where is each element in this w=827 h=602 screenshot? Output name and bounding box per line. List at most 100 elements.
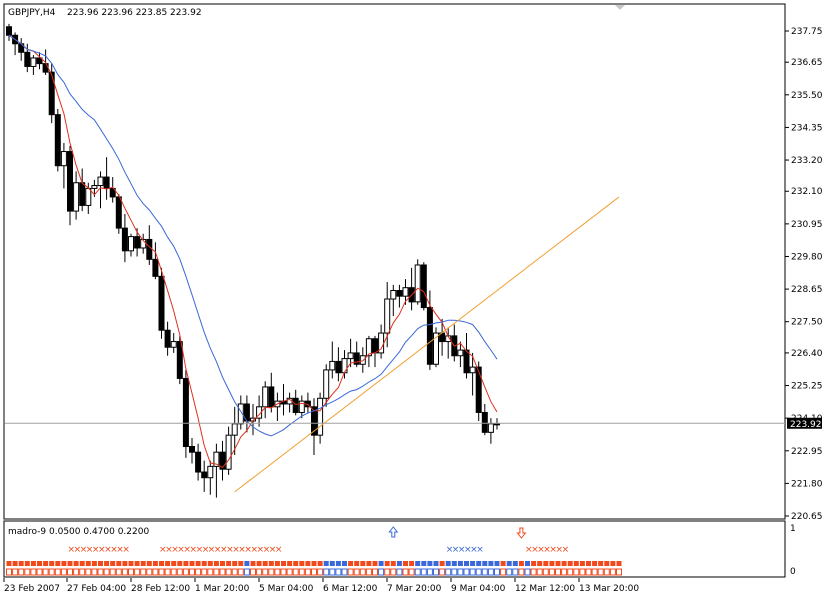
chart-shift-marker[interactable] [615,5,625,10]
indicator-signal-mark: × [470,545,478,555]
price-tick-label: 232.10 [791,187,823,197]
indicator-state-square [207,568,214,576]
indicator-signal-mark: × [269,545,277,555]
indicator-label: madro-9 0.0500 0.4700 0.2200 [8,527,149,537]
candle-body [189,446,195,453]
indicator-state-square [403,561,408,566]
indicator-state-square [506,568,513,576]
arrow-shape [516,527,527,539]
indicator-state-square [110,561,116,566]
indicator-state-square [225,568,232,576]
indicator-state-square [115,568,122,576]
time-tick-label: 7 Mar 20:00 [387,584,442,594]
indicator-state-square [116,561,122,566]
indicator-state-square [482,561,488,566]
candle-body [494,423,500,426]
indicator-state-square [427,561,433,566]
candle-body [323,369,330,399]
slow-moving-average-line [8,34,498,437]
candle-body [372,338,378,354]
indicator-state-square [353,568,360,576]
candle-body [207,465,214,479]
candle-body [158,275,165,331]
indicator-state-square [207,561,213,566]
price-axis: 237.75 236.65 235.50 234.35 233.20 232.10 230.… [785,27,823,522]
candle-body [146,238,153,260]
indicator-state-square [109,568,116,576]
time-tick-label: 9 Mar 04:00 [451,584,506,594]
indicator-state-square [335,561,341,566]
candle-body [79,182,86,206]
candle-body [195,451,202,473]
indicator-state-square [494,568,500,576]
indicator-state-square [226,561,232,566]
indicator-state-square [445,568,452,576]
indicator-state-square [12,568,19,576]
candle-body [292,397,299,413]
indicator-signal-mark: × [238,545,246,555]
indicator-signal-mark: × [531,545,539,555]
indicator-state-square [42,568,49,576]
time-tick-label: 23 Feb 2007 [4,584,60,594]
indicator-state-square [18,568,25,576]
indicator-signal-mark: × [464,545,472,555]
indicator-state-square [24,561,30,566]
indicator-state-square [61,561,67,566]
time-tick-label: 13 Mar 20:00 [579,584,639,594]
indicator-state-square [396,568,403,576]
indicator-state-square [122,561,128,566]
candle-body [311,406,317,436]
price-tick-label: 226.40 [791,349,823,359]
indicator-state-square [146,561,152,566]
indicator-signal-mark: × [476,545,484,555]
indicator-state-square [616,561,622,566]
indicator-signal-mark: × [165,545,173,555]
indicator-state-square [439,561,445,566]
indicator-signal-mark: × [86,545,94,555]
indicator-state-square [182,568,189,576]
indicator-state-square [573,568,580,576]
candle-body [152,258,159,277]
indicator-state-square [476,561,482,566]
indicator-state-square [164,568,171,576]
candle-body [268,386,275,408]
indicator-signal-mark: × [171,545,179,555]
indicator-state-square [201,561,207,566]
indicator-state-square [250,568,256,576]
indicator-state-square [195,561,201,566]
indicator-signal-mark: × [159,545,167,555]
indicator-signal-mark: × [543,545,551,555]
indicator-state-square [408,568,415,576]
candle-body [201,471,208,479]
indicator-state-square [445,561,451,566]
indicator-signal-mark: × [80,545,88,555]
indicator-state-square [494,561,500,566]
candle-body [487,423,494,433]
indicator-signal-mark: × [104,545,112,555]
indicator-state-square [543,561,549,566]
candle-body [225,434,232,470]
indicator-state-square [487,568,494,576]
candle-body [390,290,397,300]
price-tick-label: 234.35 [791,123,823,133]
candle-body [402,287,409,297]
price-tick-label: 221.80 [791,479,823,489]
indicator-signal-mark: × [257,545,265,555]
indicator-state-square [268,568,275,576]
indicator-state-square [451,561,457,566]
indicator-state-square [530,568,537,576]
indicator-state-square [219,568,226,576]
indicator-state-square [243,568,250,576]
candle-body [365,338,372,357]
indicator-state-square [384,561,390,566]
indicator-signal-mark: × [208,545,216,555]
arrow-shape [388,526,399,538]
indicator-signal-mark: × [525,545,533,555]
indicator-state-square [402,568,409,576]
indicator-signal-mark: × [190,545,198,555]
indicator-state-square [591,568,598,576]
indicator-state-square [518,568,525,576]
candle-body [54,114,61,167]
